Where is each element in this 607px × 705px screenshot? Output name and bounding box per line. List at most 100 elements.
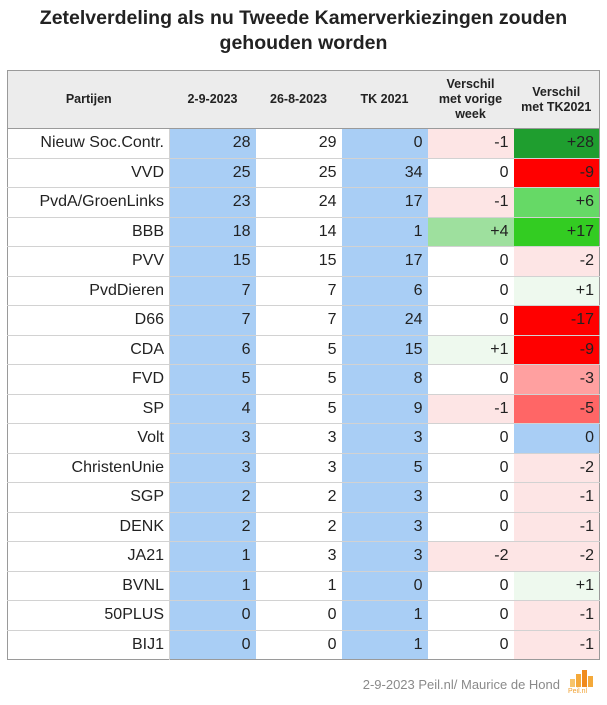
table-row: BVNL 1 1 0 0 +1 xyxy=(7,571,600,601)
logo-bar-3 xyxy=(582,670,587,687)
table-row: JA21 1 3 3 -2 -2 xyxy=(7,541,600,572)
seats-2-9-2023-cell: 6 xyxy=(169,335,256,365)
seats-2-9-2023-cell: 1 xyxy=(169,541,256,572)
diff-tk2021-cell: +6 xyxy=(513,187,600,218)
chart-title-line-2: gehouden worden xyxy=(219,32,388,54)
table-row: PVV 15 15 17 0 -2 xyxy=(7,246,600,277)
chart-title: Zetelverdeling als nu Tweede Kamerverkie… xyxy=(0,6,607,56)
seats-26-8-2023-cell: 7 xyxy=(255,276,342,306)
diff-tk2021-cell: -2 xyxy=(513,541,600,572)
diff-week-cell: 0 xyxy=(427,453,514,483)
table-row: ChristenUnie 3 3 5 0 -2 xyxy=(7,453,600,483)
seats-26-8-2023-cell: 1 xyxy=(255,571,342,601)
seats-2-9-2023-cell: 2 xyxy=(169,482,256,513)
table-row: VVD 25 25 34 0 -9 xyxy=(7,158,600,188)
diff-week-cell: 0 xyxy=(427,423,514,454)
header-party: Partijen xyxy=(7,70,170,129)
seats-tk2021-cell: 3 xyxy=(341,423,428,454)
seats-26-8-2023-cell: 29 xyxy=(255,128,342,159)
diff-tk2021-cell: -9 xyxy=(513,158,600,188)
diff-tk2021-cell: +1 xyxy=(513,571,600,601)
seats-tk2021-cell: 0 xyxy=(341,571,428,601)
party-cell: FVD xyxy=(7,364,170,395)
seats-26-8-2023-cell: 24 xyxy=(255,187,342,218)
diff-tk2021-cell: +28 xyxy=(513,128,600,159)
table-row: CDA 6 5 15 +1 -9 xyxy=(7,335,600,365)
seats-2-9-2023-cell: 3 xyxy=(169,453,256,483)
seats-26-8-2023-cell: 2 xyxy=(255,482,342,513)
seats-2-9-2023-cell: 15 xyxy=(169,246,256,277)
diff-tk2021-cell: -1 xyxy=(513,482,600,513)
seats-2-9-2023-cell: 2 xyxy=(169,512,256,542)
seats-tk2021-cell: 17 xyxy=(341,246,428,277)
seats-2-9-2023-cell: 7 xyxy=(169,305,256,336)
party-cell: BIJ1 xyxy=(7,630,170,660)
header-diff-week: Verschil met vorige week xyxy=(427,70,514,129)
seats-2-9-2023-cell: 7 xyxy=(169,276,256,306)
seats-26-8-2023-cell: 2 xyxy=(255,512,342,542)
seats-2-9-2023-cell: 1 xyxy=(169,571,256,601)
table-row: BBB 18 14 1 +4 +17 xyxy=(7,217,600,247)
header-diff-week-line-2: met vorige xyxy=(438,92,503,106)
table-row: PvdA/GroenLinks 23 24 17 -1 +6 xyxy=(7,187,600,218)
peil-logo: Peil.nl xyxy=(568,669,598,695)
table-row: Nieuw Soc.Contr. 28 29 0 -1 +28 xyxy=(7,128,600,159)
diff-tk2021-cell: -9 xyxy=(513,335,600,365)
seats-26-8-2023-cell: 25 xyxy=(255,158,342,188)
seats-26-8-2023-cell: 3 xyxy=(255,541,342,572)
diff-week-cell: 0 xyxy=(427,482,514,513)
diff-tk2021-cell: -1 xyxy=(513,630,600,660)
seats-2-9-2023-cell: 0 xyxy=(169,630,256,660)
diff-week-cell: -2 xyxy=(427,541,514,572)
table-row: 50PLUS 0 0 1 0 -1 xyxy=(7,600,600,631)
seats-26-8-2023-cell: 3 xyxy=(255,453,342,483)
seats-26-8-2023-cell: 0 xyxy=(255,600,342,631)
diff-week-cell: 0 xyxy=(427,364,514,395)
seats-2-9-2023-cell: 5 xyxy=(169,364,256,395)
seats-2-9-2023-cell: 18 xyxy=(169,217,256,247)
diff-week-cell: 0 xyxy=(427,158,514,188)
diff-week-cell: 0 xyxy=(427,246,514,277)
header-diff-tk-line-2: met TK2021 xyxy=(521,99,592,114)
party-cell: DENK xyxy=(7,512,170,542)
seats-2-9-2023-cell: 0 xyxy=(169,600,256,631)
chart-title-line-1: Zetelverdeling als nu Tweede Kamerverkie… xyxy=(39,7,568,29)
party-cell: BBB xyxy=(7,217,170,247)
party-cell: 50PLUS xyxy=(7,600,170,631)
table-row: PvdDieren 7 7 6 0 +1 xyxy=(7,276,600,306)
party-cell: Volt xyxy=(7,423,170,454)
party-cell: Nieuw Soc.Contr. xyxy=(7,128,170,159)
diff-week-cell: +4 xyxy=(427,217,514,247)
seats-2-9-2023-cell: 28 xyxy=(169,128,256,159)
seats-tk2021-cell: 15 xyxy=(341,335,428,365)
party-cell: D66 xyxy=(7,305,170,336)
header-tk2021: TK 2021 xyxy=(341,70,428,129)
diff-tk2021-cell: -1 xyxy=(513,600,600,631)
seats-26-8-2023-cell: 5 xyxy=(255,394,342,424)
seats-26-8-2023-cell: 3 xyxy=(255,423,342,454)
diff-week-cell: 0 xyxy=(427,600,514,631)
diff-tk2021-cell: -3 xyxy=(513,364,600,395)
party-cell: SGP xyxy=(7,482,170,513)
seats-tk2021-cell: 1 xyxy=(341,600,428,631)
table-row: FVD 5 5 8 0 -3 xyxy=(7,364,600,395)
seats-tk2021-cell: 34 xyxy=(341,158,428,188)
table-body: Nieuw Soc.Contr. 28 29 0 -1 +28 VVD 25 25 34 0 -9 Pv… xyxy=(7,128,600,660)
seats-2-9-2023-cell: 25 xyxy=(169,158,256,188)
diff-week-cell: 0 xyxy=(427,571,514,601)
seats-tk2021-cell: 8 xyxy=(341,364,428,395)
seats-tk2021-cell: 24 xyxy=(341,305,428,336)
diff-week-cell: 0 xyxy=(427,512,514,542)
seats-26-8-2023-cell: 5 xyxy=(255,364,342,395)
header-26-8-2023: 26-8-2023 xyxy=(255,70,342,129)
seats-tk2021-cell: 3 xyxy=(341,482,428,513)
seats-tk2021-cell: 3 xyxy=(341,512,428,542)
seats-26-8-2023-cell: 0 xyxy=(327,635,337,653)
table-row: BIJ1 0 0 1 0 -1 xyxy=(7,630,600,660)
diff-week-cell: -1 xyxy=(427,187,514,218)
table-row: DENK 2 2 3 0 -1 xyxy=(7,512,600,542)
header-2-9-2023: 2-9-2023 xyxy=(169,70,256,129)
diff-tk2021-cell: -1 xyxy=(513,512,600,542)
table-row: D66 7 7 24 0 -17 xyxy=(7,305,600,336)
diff-tk2021-cell: -5 xyxy=(513,394,600,424)
